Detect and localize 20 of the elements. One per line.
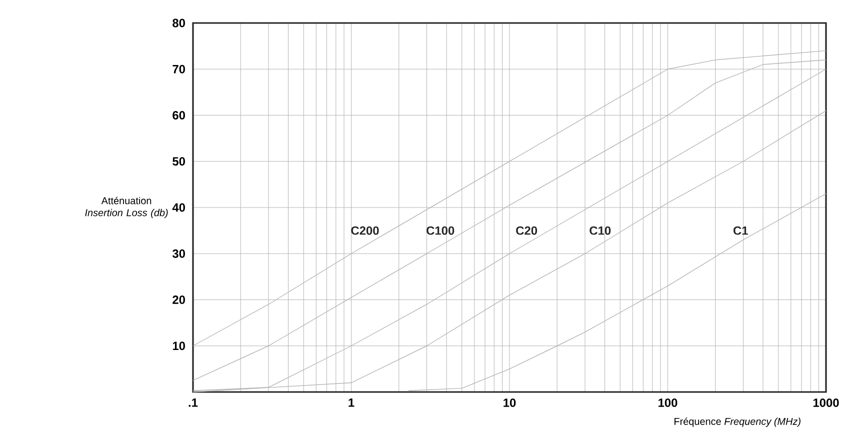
series-label: C1 xyxy=(733,226,748,235)
series-label: C100 xyxy=(426,226,454,235)
x-tick-label: 100 xyxy=(658,398,678,407)
x-tick-label: 10 xyxy=(504,398,516,407)
series-label: C20 xyxy=(516,226,538,235)
y-tick-label: 50 xyxy=(172,157,185,166)
series-label: C10 xyxy=(590,226,611,235)
y-tick-label: 70 xyxy=(172,64,185,74)
x-tick-label: 1 xyxy=(348,398,354,407)
x-tick-label: .1 xyxy=(188,398,198,407)
y-tick-label: 30 xyxy=(172,249,185,258)
y-tick-label: 40 xyxy=(172,203,185,212)
y-tick-label: 80 xyxy=(172,18,185,28)
y-tick-label: 20 xyxy=(172,296,185,304)
y-tick-label: 10 xyxy=(172,342,185,350)
y-tick-label: 60 xyxy=(172,111,185,120)
x-axis-title: Fréquence Frequency (MHz) xyxy=(674,418,800,427)
y-axis-title: Atténuation Insertion Loss (db) xyxy=(85,196,168,218)
x-tick-label: 1000 xyxy=(813,398,839,407)
series-label: C200 xyxy=(351,226,379,235)
